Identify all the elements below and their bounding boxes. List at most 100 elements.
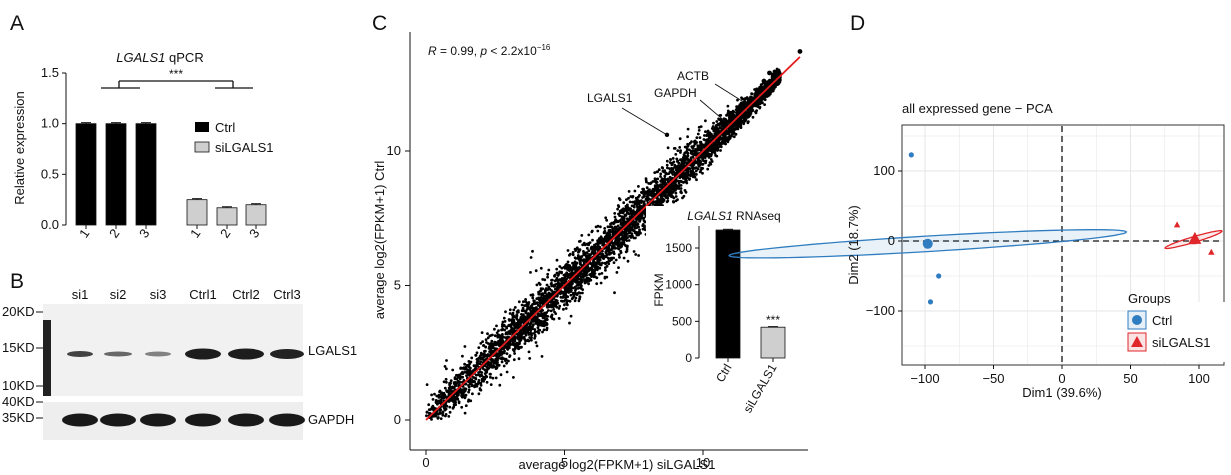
lane-label: si1 (72, 287, 89, 302)
scatter-y-tick-label: 0 (394, 412, 401, 427)
pca-x-tick-label: −50 (982, 371, 1004, 386)
gene-label-leader (699, 99, 726, 122)
lane-label: Ctrl2 (232, 287, 259, 302)
qpcr-x-tick-label: 2 (106, 226, 122, 241)
panel-a: A LGALS1 qPCR Relative expression 0.0 0.5… (10, 12, 274, 241)
pca-x-tick-label: −100 (910, 371, 939, 386)
qpcr-y-tick-label: 0.5 (41, 166, 59, 181)
inset-bar-ctrl (715, 229, 741, 359)
pca-legend: Groups Ctrl siLGALS1 (1126, 291, 1226, 362)
scatter-x-tick-label: 10 (696, 455, 710, 470)
pca-legend-ctrl: Ctrl (1152, 313, 1172, 328)
panel-label-c: C (372, 12, 387, 35)
lane-label: si2 (110, 287, 127, 302)
qpcr-bar-ctrl (75, 123, 97, 226)
blot-lgals1-membrane (43, 304, 303, 396)
qpcr-bar-ctrl (135, 123, 157, 226)
inset-y-axis-label: FPKM (652, 273, 666, 306)
stat-r-text: = 0.99, (437, 44, 481, 58)
band-gapdh (228, 413, 264, 427)
legend-swatch-silgals1 (194, 141, 210, 153)
pca-point-ctrl (927, 299, 934, 305)
qpcr-y-tick-label: 1.0 (41, 116, 59, 131)
scatter-x-tick-label: 0 (422, 455, 429, 470)
gene-label: ACTB (677, 69, 709, 83)
band-lgals1 (145, 351, 171, 357)
inset-significance-stars: *** (766, 313, 780, 327)
scatter-x-tick-label: 5 (561, 455, 568, 470)
gene-label: LGALS1 (587, 91, 633, 105)
marker-35kd: 35KD (2, 410, 35, 425)
blot-edge-artifact (43, 320, 51, 396)
scatter-point (797, 49, 803, 54)
pca-centroid-ctrl (922, 238, 933, 249)
qpcr-y-tick-label: 0.0 (41, 217, 59, 232)
gene-label: GAPDH (654, 86, 697, 100)
band-label-gapdh: GAPDH (308, 412, 354, 427)
marker-10kd: 10KD (2, 378, 35, 393)
stat-r-symbol: R (428, 44, 437, 58)
inset-y-tick-label: 1500 (665, 241, 692, 255)
stat-p-text: < 2.2x10 (487, 44, 537, 58)
scatter-x-axis-label: average log2(FPKM+1) siLGALS1 (519, 457, 716, 472)
inset-y-tick-label: 1000 (665, 278, 692, 292)
qpcr-x-tick-label: 1 (187, 226, 203, 241)
stat-p-exponent: −16 (537, 43, 551, 52)
qpcr-x-tick-label: 1 (76, 226, 92, 241)
band-label-lgals1: LGALS1 (308, 343, 357, 358)
scatter-point-cloud (425, 67, 782, 421)
scatter-point (767, 70, 772, 76)
qpcr-x-tick-label: 3 (246, 226, 262, 241)
qpcr-bar-silgals1 (216, 207, 238, 226)
scatter-fit-line (425, 56, 801, 421)
pca-title: all expressed gene − PCA (902, 101, 1053, 116)
inset-title-gene: LGALS1 (687, 209, 732, 223)
qpcr-bar-silgals1 (186, 199, 208, 226)
pca-x-tick-label: 0 (1058, 371, 1065, 386)
inset-title-rest: RNAseq (733, 209, 781, 223)
qpcr-title: LGALS1 qPCR (116, 50, 203, 65)
pca-y-tick-label: −100 (866, 303, 895, 318)
band-gapdh (185, 413, 221, 427)
pca-legend-title: Groups (1128, 291, 1171, 306)
stat-p-symbol: p (479, 44, 487, 58)
band-lgals1 (185, 348, 221, 360)
inset-y-tick-label: 0 (685, 351, 692, 365)
panel-c: C 0 5 10 0 5 10 LGALS1 ACTB GAPDH R = 0.99, p <… (372, 12, 808, 472)
band-gapdh (62, 413, 98, 427)
pca-x-tick-label: 50 (1123, 371, 1137, 386)
lane-label: si3 (150, 287, 167, 302)
pca-point-silgals1 (1208, 248, 1215, 255)
legend-swatch-ctrl (195, 122, 209, 132)
marker-15kd: 15KD (2, 340, 35, 355)
qpcr-legend: Ctrl siLGALS1 (194, 120, 274, 155)
qpcr-y-tick-label: 1.5 (41, 65, 59, 80)
band-gapdh (269, 413, 305, 427)
legend-ctrl-circle-icon (1132, 315, 1142, 325)
band-lgals1 (228, 348, 264, 360)
band-lgals1 (67, 351, 93, 357)
qpcr-bar-silgals1 (245, 204, 267, 226)
pca-x-tick-label: 100 (1188, 371, 1210, 386)
qpcr-bar-ctrl (105, 123, 127, 226)
lane-label: Ctrl3 (273, 287, 300, 302)
inset-y-tick-label: 500 (672, 314, 692, 328)
gene-label-leader (621, 107, 668, 136)
panel-b: B si1 si2 si3 Ctrl1 Ctrl2 Ctrl3 20KD 15KD 10K… (2, 270, 357, 440)
pca-point-silgals1 (1173, 221, 1181, 228)
pca-x-axis-label: Dim1 (39.6%) (1022, 385, 1101, 400)
qpcr-significance-bracket (101, 80, 253, 89)
legend-label-ctrl: Ctrl (215, 120, 235, 135)
pca-y-tick-label: 100 (873, 163, 895, 178)
inset-bar-silgals1 (760, 326, 786, 359)
legend-silgals1-triangle-icon (1131, 336, 1143, 347)
panel-label-b: B (10, 270, 24, 293)
inset-title: LGALS1 RNAseq (687, 209, 780, 223)
legend-label-silgals1: siLGALS1 (215, 140, 274, 155)
pca-point-ctrl (936, 273, 942, 279)
scatter-stat-label: R = 0.99, p < 2.2x10−16 (428, 43, 551, 58)
marker-20kd: 20KD (2, 304, 35, 319)
pca-centroid-silgals1 (1188, 231, 1202, 244)
